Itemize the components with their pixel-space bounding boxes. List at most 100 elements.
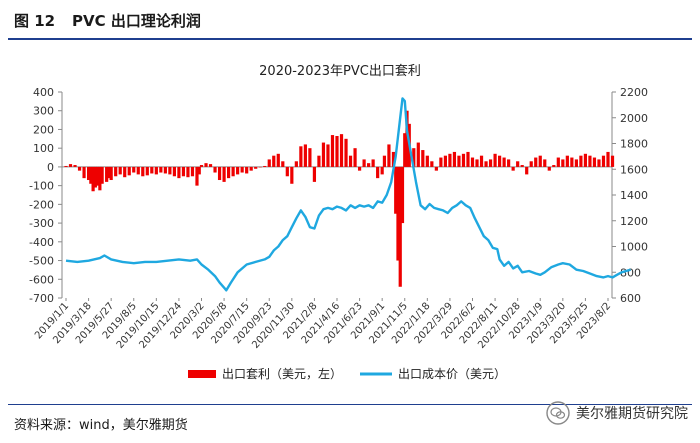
cost-line-group	[65, 97, 631, 292]
profit-bar	[570, 157, 574, 167]
profit-bar	[77, 166, 82, 171]
profit-bar	[556, 157, 560, 167]
profit-bar	[597, 159, 601, 167]
profit-bar	[547, 166, 551, 171]
profit-bar	[479, 155, 484, 167]
profit-bar	[592, 157, 597, 167]
profit-bar	[82, 166, 86, 179]
profit-bar	[588, 155, 592, 167]
left-tick-label: 200	[33, 123, 54, 136]
profit-bar	[430, 161, 434, 167]
profit-bar	[312, 166, 317, 182]
x-tick-labels: 2019/1/12019/3/182019/5/272019/8/52019/1…	[33, 298, 613, 351]
profit-bar	[339, 134, 344, 167]
profit-bar	[267, 159, 271, 167]
profit-bar	[353, 148, 357, 167]
profit-bar	[197, 166, 201, 175]
watermark: 美尔雅期货研究院	[546, 400, 688, 426]
profit-bar	[470, 157, 475, 167]
right-tick-label: 600	[620, 292, 641, 305]
profit-bar	[114, 166, 118, 177]
profit-bar	[231, 166, 235, 177]
profit-bar	[452, 151, 457, 167]
figure-header: 图 12 PVC 出口理论利润	[0, 0, 700, 38]
profit-bar	[64, 165, 68, 167]
profit-bar	[475, 159, 479, 167]
profit-bar	[217, 166, 222, 181]
profit-bar	[579, 155, 583, 167]
profit-bar	[400, 166, 405, 224]
profit-bar	[520, 165, 524, 167]
profit-bar	[127, 166, 131, 176]
legend-profit-label: 出口套利（美元，左）	[222, 366, 342, 381]
profit-bar	[387, 144, 391, 167]
left-tick-label: -700	[29, 292, 54, 305]
header-rule	[8, 38, 692, 40]
profit-bar	[371, 159, 375, 167]
profit-bar	[326, 144, 330, 167]
profit-bar	[145, 166, 149, 176]
right-tick-label: 1800	[620, 138, 648, 151]
profit-bar	[199, 165, 204, 167]
profit-bar	[132, 166, 136, 173]
profit-bar	[561, 159, 565, 167]
right-tick-label: 1000	[620, 241, 648, 254]
profit-bar	[421, 150, 425, 167]
profit-bar	[100, 166, 104, 184]
right-tick-label: 1400	[620, 189, 648, 202]
left-tick-label: -200	[29, 198, 54, 211]
profit-bar	[96, 166, 100, 186]
profit-bar	[484, 161, 488, 167]
profit-bar	[488, 159, 493, 167]
profit-bar	[398, 166, 402, 287]
left-tick-label: -600	[29, 273, 54, 286]
profit-bar	[136, 166, 140, 175]
left-tick-label: 100	[33, 142, 54, 155]
profit-bar	[172, 166, 176, 177]
left-tick-label: -300	[29, 217, 54, 230]
profit-bar	[281, 161, 285, 167]
profit-bar	[405, 110, 409, 167]
wechat-icon	[546, 401, 570, 425]
profit-bar	[367, 163, 371, 167]
legend-profit-swatch	[188, 370, 216, 378]
profit-bar	[461, 153, 466, 167]
right-tick-label: 800	[620, 266, 641, 279]
profit-bar	[123, 166, 127, 178]
profit-bar	[457, 155, 461, 167]
profit-bar	[498, 155, 502, 167]
profit-bar	[502, 157, 506, 167]
profit-bar	[534, 157, 538, 167]
profit-bar	[425, 155, 429, 167]
right-tick-label: 2200	[620, 86, 648, 99]
profit-bar	[154, 166, 158, 175]
profit-bar	[443, 155, 447, 167]
left-tick-label: -500	[29, 255, 54, 268]
profit-bar	[439, 157, 443, 167]
profit-bar	[299, 146, 303, 167]
profit-bar	[227, 166, 231, 179]
profit-bar	[362, 159, 366, 167]
profit-bar	[348, 155, 353, 167]
legend-cost-label: 出口成本价（美元）	[398, 367, 506, 381]
source-note: 资料来源：wind，美尔雅期货	[14, 418, 188, 433]
profit-bar	[272, 155, 276, 167]
profit-bar	[236, 166, 240, 175]
footer-rule	[8, 404, 692, 405]
profit-bar	[168, 166, 172, 175]
profit-bar	[258, 166, 262, 168]
profit-bar	[163, 166, 167, 174]
profit-bar	[601, 155, 606, 167]
profit-bar	[89, 166, 93, 184]
profit-bar	[204, 163, 208, 167]
profit-bar	[181, 166, 186, 177]
profit-bar	[552, 165, 556, 167]
profit-bar	[321, 142, 326, 167]
profit-bar	[448, 153, 452, 167]
profit-bar	[290, 166, 294, 184]
profit-bar	[186, 166, 190, 178]
profit-bar	[208, 164, 213, 167]
profit-bar	[416, 142, 420, 167]
profit-bar	[195, 166, 199, 186]
left-tick-label: -400	[29, 236, 54, 249]
